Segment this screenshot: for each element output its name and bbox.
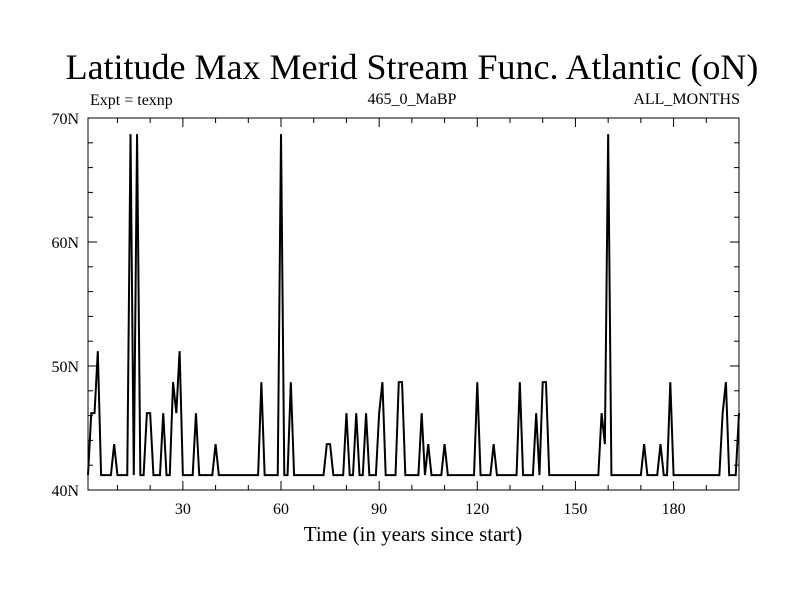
x-tick-label: 120	[465, 501, 489, 518]
y-tick-label: 40N	[51, 483, 79, 500]
plot-frame-group	[87, 117, 740, 491]
series-group	[87, 134, 740, 477]
series-line	[87, 134, 740, 477]
annotation-period: 465_0_MaBP	[368, 91, 457, 108]
y-tick-label: 70N	[51, 111, 79, 128]
x-tick-label: 90	[371, 501, 387, 518]
y-tick-label: 50N	[51, 359, 79, 376]
minor-ticks	[88, 118, 739, 490]
tick-labels: 30 60 90 120 150 180 40N 50N 60N 70N	[51, 111, 685, 518]
chart-title: Latitude Max Merid Stream Func. Atlantic…	[66, 47, 759, 87]
x-tick-label: 150	[563, 501, 587, 518]
x-axis-label: Time (in years since start)	[304, 522, 523, 546]
annotation-months: ALL_MONTHS	[633, 91, 740, 108]
x-tick-label: 30	[175, 501, 191, 518]
x-tick-label: 180	[662, 501, 686, 518]
x-tick-label: 60	[273, 501, 289, 518]
annotation-experiment: Expt = texnp	[90, 92, 173, 109]
major-ticks	[88, 117, 739, 491]
plot-frame	[87, 117, 740, 491]
y-tick-label: 60N	[51, 235, 79, 252]
